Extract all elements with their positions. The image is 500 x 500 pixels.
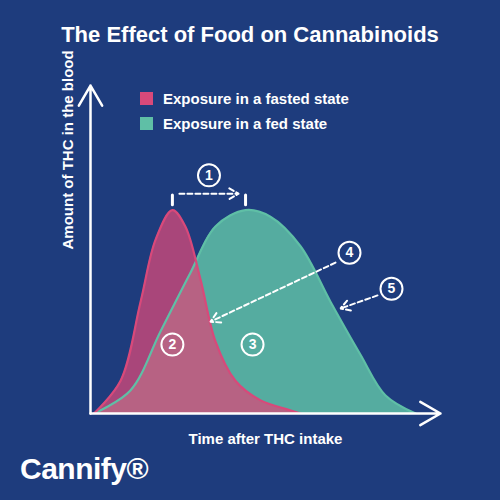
svg-text:Amount of THC in the blood: Amount of THC in the blood xyxy=(59,50,76,249)
svg-text:3: 3 xyxy=(249,336,257,352)
svg-text:2: 2 xyxy=(169,336,177,352)
html-text:Exposure in a fed state: Exposure in a fed state xyxy=(163,115,328,132)
svg-text:Time after THC intake: Time after THC intake xyxy=(189,430,343,447)
html-text:Cannify®: Cannify® xyxy=(20,452,149,485)
html-text:Exposure in a fasted state: Exposure in a fasted state xyxy=(163,90,349,107)
html-text:The Effect of Food on Cannabin: The Effect of Food on Cannabinoids xyxy=(61,22,439,47)
svg-text:5: 5 xyxy=(388,280,396,296)
svg-text:4: 4 xyxy=(346,244,354,260)
svg-text:1: 1 xyxy=(205,167,213,183)
